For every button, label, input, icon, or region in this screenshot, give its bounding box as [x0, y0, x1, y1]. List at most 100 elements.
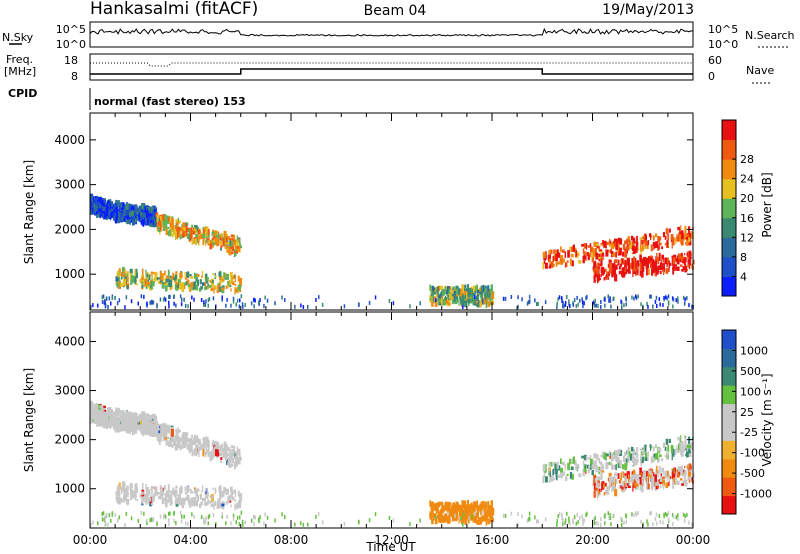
- power-cell: [205, 273, 207, 277]
- power-cell: [134, 276, 137, 284]
- power-colorbar-segment: [722, 256, 736, 277]
- velocity-cell: [682, 474, 685, 477]
- velocity-cell: [443, 507, 446, 511]
- power-cell: [212, 296, 215, 301]
- velocity-cell: [556, 522, 558, 527]
- power-cell: [176, 284, 179, 289]
- velocity-cell: [672, 522, 674, 527]
- power-cell: [599, 249, 603, 252]
- velocity-cell: [629, 453, 633, 461]
- power-cell: [104, 303, 107, 308]
- power-cell: [678, 253, 682, 259]
- velocity-cell: [196, 488, 200, 492]
- power-cell: [646, 301, 648, 306]
- power-cell: [117, 211, 120, 219]
- velocity-cell: [635, 458, 638, 465]
- velocity-cell: [253, 514, 255, 519]
- power-cell: [575, 250, 578, 257]
- velocity-cell: [652, 522, 654, 527]
- velocity-cell: [149, 518, 151, 523]
- power-cell: [662, 231, 665, 238]
- velocity-cell: [113, 412, 117, 418]
- velocity-cell: [466, 500, 470, 508]
- power-cell: [486, 292, 489, 299]
- power-cell: [569, 258, 572, 266]
- velocity-cell: [179, 498, 183, 506]
- velocity-cell: [465, 504, 467, 507]
- velocity-cell: [544, 517, 547, 522]
- velocity-cell: [140, 496, 144, 500]
- velocity-cell: [429, 514, 432, 518]
- velocity-cell: [437, 516, 441, 521]
- freq-label-2: [MHz]: [4, 65, 36, 78]
- velocity-cell: [174, 489, 178, 494]
- velocity-cell: [667, 510, 670, 515]
- velocity-cell: [469, 514, 473, 517]
- power-cell: [90, 305, 92, 310]
- power-cell: [663, 269, 665, 275]
- velocity-cell: [225, 453, 228, 460]
- velocity-cell: [215, 489, 217, 493]
- velocity-cell: [442, 508, 445, 513]
- velocity-cell: [663, 483, 665, 490]
- power-cell: [625, 246, 628, 251]
- velocity-cell: [521, 514, 523, 519]
- velocity-cell: [357, 519, 360, 524]
- power-cell: [481, 287, 484, 290]
- power-cell: [481, 294, 483, 299]
- power-cell: [619, 263, 622, 267]
- velocity-cell: [118, 417, 122, 421]
- velocity-cell: [600, 454, 602, 458]
- velocity-cell: [677, 447, 680, 453]
- power-cell: [616, 245, 620, 252]
- power-cell: [665, 268, 669, 274]
- noise-trace: [89, 27, 694, 37]
- power-cell: [162, 297, 165, 302]
- velocity-cell: [592, 460, 595, 468]
- power-cell: [126, 203, 129, 210]
- velocity-cell: [118, 421, 121, 425]
- power-cell: [626, 268, 629, 272]
- velocity-cell: [174, 499, 177, 506]
- power-cell: [643, 238, 646, 244]
- power-cell: [434, 288, 438, 295]
- power-cell: [647, 269, 650, 275]
- velocity-cell: [144, 494, 146, 502]
- velocity-cell: [683, 474, 686, 479]
- power-cell: [103, 200, 106, 203]
- velocity-cell: [585, 470, 587, 474]
- power-cell: [220, 245, 223, 249]
- velocity-cell: [173, 439, 177, 446]
- power-cell: [491, 291, 495, 299]
- power-cell: [212, 231, 215, 235]
- velocity-cell: [135, 427, 137, 433]
- power-cell: [576, 295, 578, 300]
- power-cell: [447, 287, 449, 293]
- velocity-cell: [685, 451, 689, 458]
- velocity-cell: [230, 493, 233, 497]
- velocity-cell: [130, 516, 133, 521]
- velocity-cell: [442, 520, 446, 523]
- power-cell: [102, 294, 105, 299]
- velocity-cell: [688, 478, 691, 483]
- velocity-cell: [154, 430, 158, 437]
- velocity-cell: [653, 446, 655, 451]
- velocity-cell: [594, 460, 597, 468]
- power-cell: [488, 290, 491, 293]
- power-cell: [641, 244, 644, 251]
- power-cell: [210, 287, 214, 292]
- power-cell: [157, 227, 161, 232]
- power-cell: [622, 251, 625, 257]
- power-cell: [106, 296, 108, 301]
- power-cell: [151, 206, 154, 215]
- power-cell: [234, 244, 238, 251]
- velocity-cell: [672, 477, 676, 485]
- velocity-cell: [630, 446, 634, 452]
- velocity-cell: [468, 516, 470, 521]
- power-cell: [168, 295, 170, 299]
- velocity-cell: [625, 458, 628, 463]
- power-cell: [90, 210, 93, 215]
- power-cell: [658, 252, 661, 261]
- power-cell: [93, 207, 97, 213]
